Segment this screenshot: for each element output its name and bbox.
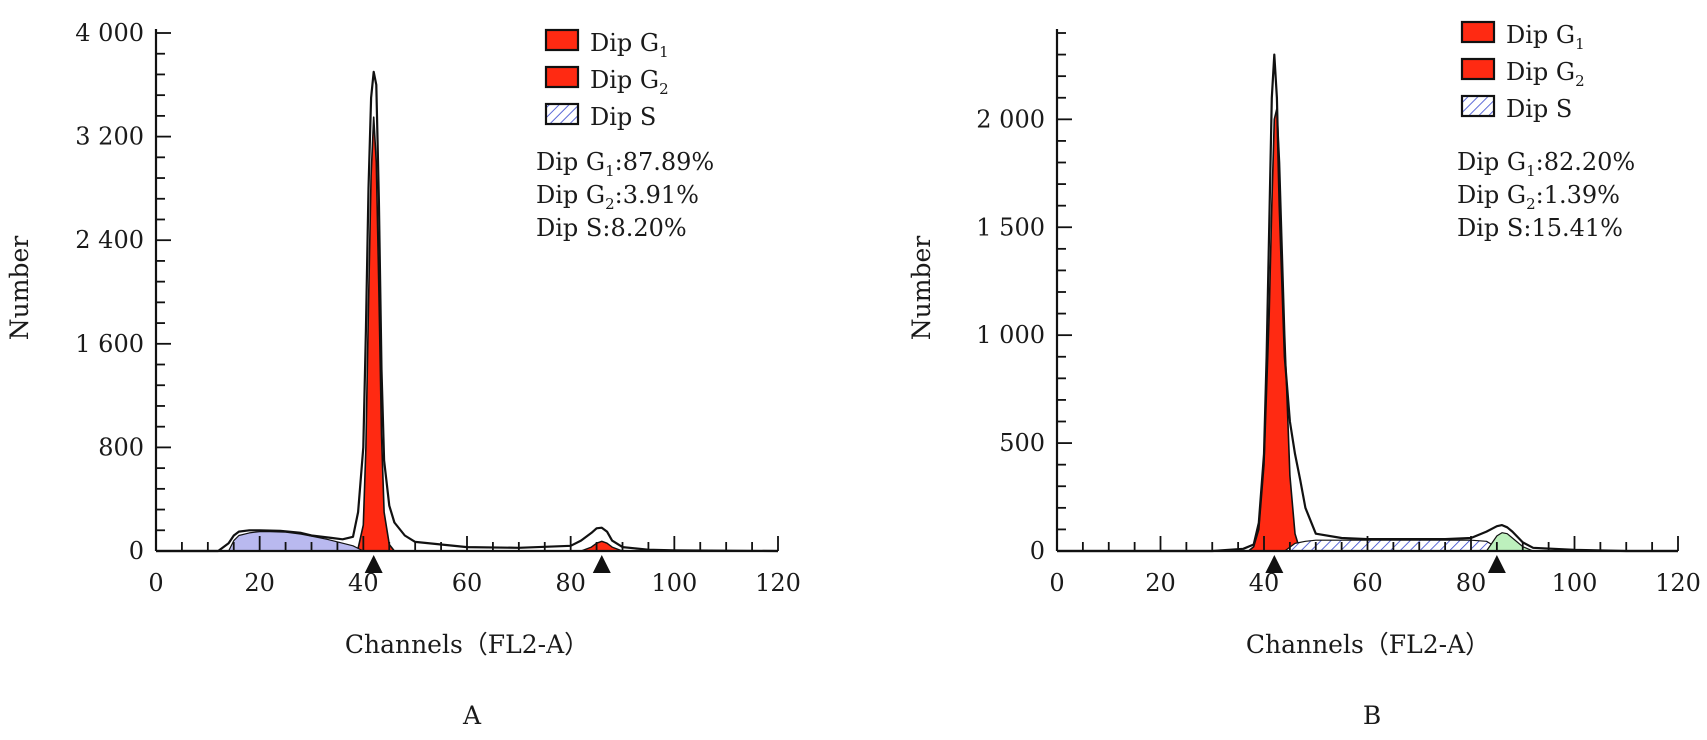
legend-label: Dip S (590, 103, 656, 131)
legend-swatch (544, 65, 580, 89)
legend: Dip G1 Dip G2 Dip S (1460, 20, 1585, 123)
legend: Dip G1 Dip G2 Dip S (544, 28, 669, 131)
x-tick-label: 20 (1145, 569, 1176, 597)
y-tick-label: 0 (129, 537, 144, 565)
y-axis-title: Number (5, 236, 34, 340)
plot-area (1057, 53, 1678, 553)
y-tick-label: 2 000 (976, 105, 1045, 133)
legend-swatch (1460, 94, 1496, 118)
y-tick-label: 1 000 (976, 321, 1045, 349)
series-dip-s-area (228, 531, 364, 552)
x-tick-label: 0 (1049, 569, 1064, 597)
series-total-area (1057, 53, 1678, 553)
y-tick-label: 1 500 (976, 213, 1045, 241)
x-tick-label: 80 (1456, 569, 1487, 597)
x-tick-label: 100 (651, 569, 697, 597)
x-tick-label: 60 (1352, 569, 1383, 597)
stat-line: Dip S:15.41% (1457, 214, 1623, 242)
x-tick-label: 120 (755, 569, 801, 597)
stat-line: Dip G2:3.91% (536, 181, 699, 213)
legend-label: Dip G2 (1506, 58, 1585, 90)
stat-line: Dip G1:82.20% (1457, 148, 1635, 180)
x-tick-label: 0 (148, 569, 163, 597)
legend-label: Dip G1 (590, 29, 669, 61)
legend-label: Dip G1 (1506, 21, 1585, 53)
x-tick-label: 40 (348, 569, 379, 597)
stat-line: Dip S:8.20% (536, 214, 687, 242)
peak-marker-icon (364, 555, 383, 573)
legend-label: Dip S (1506, 95, 1572, 123)
y-tick-label: 0 (1030, 537, 1045, 565)
y-tick-label: 2 400 (75, 226, 144, 254)
x-tick-label: 20 (244, 569, 275, 597)
y-tick-label: 4 000 (75, 19, 144, 47)
y-tick-label: 500 (999, 429, 1045, 457)
plot-area (156, 70, 779, 553)
x-axis-title: Channels（FL2-A） (1246, 630, 1490, 659)
peak-marker-icon (1487, 555, 1506, 573)
legend-label: Dip G2 (590, 66, 669, 98)
x-tick-label: 80 (555, 569, 586, 597)
legend-swatch (544, 102, 580, 126)
panel-label: A (462, 701, 482, 730)
y-tick-label: 3 200 (75, 123, 144, 151)
axes: 0 20 40 60 80 100 120 0 800 1 600 2 400 3 200 4 000 (75, 19, 801, 597)
peak-marker-icon (1265, 555, 1284, 573)
x-tick-label: 60 (452, 569, 483, 597)
series-extra-area (1485, 532, 1534, 552)
y-tick-label: 800 (98, 433, 144, 461)
y-axis-title: Number (907, 236, 936, 340)
x-tick-label: 40 (1249, 569, 1280, 597)
stats-block: Dip G1:87.89%Dip G2:3.91%Dip S:8.20% (536, 148, 714, 242)
legend-swatch (544, 28, 580, 52)
peak-marker-icon (592, 555, 611, 573)
series-total-area (156, 70, 779, 553)
x-axis-title: Channels（FL2-A） (345, 630, 589, 659)
axes: 0 20 40 60 80 100 120 0 500 1 000 1 500 2 000 (976, 29, 1701, 597)
legend-swatch (1460, 57, 1496, 81)
panel-label: B (1363, 701, 1381, 730)
stat-line: Dip G1:87.89% (536, 148, 714, 180)
series-dip-g1-area (352, 116, 396, 552)
stats-block: Dip G1:82.20%Dip G2:1.39%Dip S:15.41% (1457, 148, 1635, 242)
x-tick-label: 120 (1655, 569, 1701, 597)
y-tick-label: 1 600 (75, 330, 144, 358)
legend-swatch (1460, 20, 1496, 44)
histogram-panel-b: 0 20 40 60 80 100 120 0 500 1 000 1 500 2 000 Chann… (907, 20, 1701, 730)
series-dip-g1-area (1247, 107, 1301, 552)
x-tick-label: 100 (1552, 569, 1598, 597)
stat-line: Dip G2:1.39% (1457, 181, 1620, 213)
